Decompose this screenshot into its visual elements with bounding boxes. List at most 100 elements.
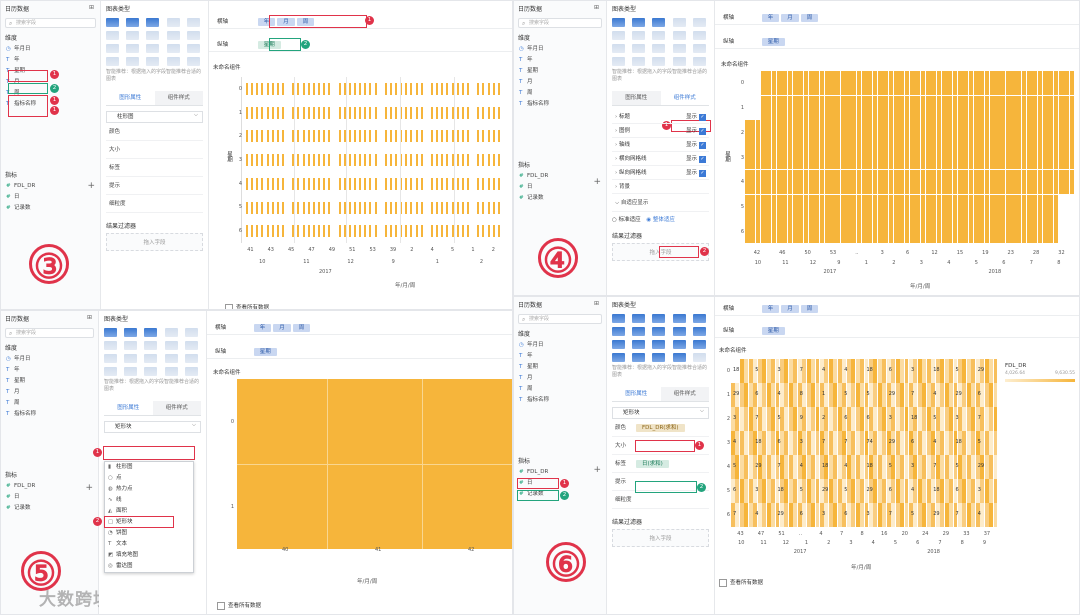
chart-type-icon[interactable] xyxy=(184,354,198,363)
chart-type-icon[interactable] xyxy=(672,31,686,40)
chart-type-icon[interactable] xyxy=(692,18,706,27)
whole-adaptive-radio[interactable]: ◉ 整体适应 xyxy=(646,217,675,223)
chart-type-icon[interactable] xyxy=(632,314,646,323)
chart-type-icon[interactable] xyxy=(126,44,140,53)
style-show-toggle[interactable]: 显示 ✓ xyxy=(686,124,706,138)
chart-type-icon[interactable] xyxy=(612,31,625,40)
chart-type-icon[interactable] xyxy=(672,314,686,323)
tab-graph-property[interactable]: 图形属性 xyxy=(612,387,661,401)
result-filter-drop[interactable]: 拖入字段 xyxy=(106,233,203,251)
standard-adaptive-radio[interactable]: ○ 标准适应 xyxy=(612,217,641,223)
chart-type-icon[interactable] xyxy=(612,353,625,362)
mark-type-option[interactable]: ◔ 饼图 xyxy=(105,528,193,539)
indicator-fdl-dr[interactable]: # FDL_DR xyxy=(518,467,602,478)
chart-type-icon[interactable] xyxy=(166,57,180,66)
field-ymd[interactable]: ◷ 年月日 xyxy=(5,44,96,55)
chart-type-icon[interactable] xyxy=(692,44,706,53)
field-weekday[interactable]: T 星期 xyxy=(518,66,602,77)
chart-type-icon[interactable] xyxy=(124,341,138,350)
chart-type-icon[interactable] xyxy=(184,341,198,350)
chart-type-icon[interactable] xyxy=(104,367,117,376)
prop-granularity[interactable]: 细粒度 xyxy=(106,195,203,213)
style-show-toggle[interactable]: 显示 ✓ xyxy=(686,166,706,180)
style-item[interactable]: › 图例 显示 ✓ xyxy=(612,124,709,138)
chart-type-icon[interactable] xyxy=(612,340,625,349)
add-indicator-icon[interactable]: + xyxy=(87,181,95,191)
chart-type-icon[interactable] xyxy=(652,31,666,40)
indicator-count[interactable]: # 记录数 xyxy=(518,489,602,500)
chart-type-icon[interactable] xyxy=(632,31,646,40)
axis-chip-weekday[interactable]: 星期 xyxy=(761,326,785,335)
axis-chip-month[interactable]: 月 xyxy=(781,304,799,313)
chart-type-icon[interactable] xyxy=(672,18,686,27)
field-indicator-name[interactable]: T 指标名称 xyxy=(5,99,96,110)
tab-component-style[interactable]: 组件样式 xyxy=(152,401,201,415)
indicator-count[interactable]: # 记录数 xyxy=(518,193,602,204)
field-ymd[interactable]: ◷ 年月日 xyxy=(518,44,602,55)
chart-type-icon[interactable] xyxy=(186,57,200,66)
tab-component-style[interactable]: 组件样式 xyxy=(660,387,709,401)
axis-chip-month[interactable]: 月 xyxy=(781,13,799,22)
chart-type-icon[interactable] xyxy=(612,44,625,53)
chart-type-icon[interactable] xyxy=(692,314,706,323)
axis-chip-year[interactable]: 年 xyxy=(761,13,780,22)
search-input[interactable]: 搜索字段 xyxy=(518,18,602,28)
field-weekday[interactable]: T 星期 xyxy=(518,362,602,373)
style-item[interactable]: › 纵向网格线 显示 ✓ xyxy=(612,166,709,180)
chart-type-icon[interactable] xyxy=(652,314,666,323)
chart-type-icon[interactable] xyxy=(186,18,200,27)
field-ymd[interactable]: ◷ 年月日 xyxy=(5,354,94,365)
view-all-data-checkbox[interactable]: 查看所有数据 xyxy=(225,303,269,309)
mark-type-option[interactable]: ∿ 线 xyxy=(105,495,193,506)
chart-type-icon[interactable] xyxy=(632,353,646,362)
field-weekday[interactable]: T 星期 xyxy=(5,376,94,387)
axis-chip-week[interactable]: 周 xyxy=(800,13,819,22)
edit-icon[interactable]: ⊞ xyxy=(87,314,93,321)
chart-type-icon[interactable] xyxy=(672,353,686,362)
indicator-day[interactable]: # 日 xyxy=(5,192,96,203)
chart-type-icon[interactable] xyxy=(124,367,138,376)
chart-type-icon[interactable] xyxy=(144,328,158,337)
prop-granularity[interactable]: 细粒度 xyxy=(612,491,709,509)
chart-type-icon[interactable] xyxy=(186,31,200,40)
style-item[interactable]: › 背景 xyxy=(612,180,709,194)
chart-type-icon[interactable] xyxy=(652,57,666,66)
search-input[interactable]: 搜索字段 xyxy=(5,18,96,28)
style-show-toggle[interactable]: 显示 ✓ xyxy=(686,138,706,152)
style-show-toggle[interactable]: 显示 ✓ xyxy=(686,152,706,166)
chart-type-icon[interactable] xyxy=(106,57,119,66)
style-item[interactable]: › 横向网格线 显示 ✓ xyxy=(612,152,709,166)
tab-graph-property[interactable]: 图形属性 xyxy=(106,91,155,105)
chart-type-icon[interactable] xyxy=(612,314,625,323)
chart-type-icon[interactable] xyxy=(126,18,140,27)
mark-type-option[interactable]: T 文本 xyxy=(105,539,193,550)
chart-type-icon[interactable] xyxy=(144,354,158,363)
chart-type-icon[interactable] xyxy=(692,31,706,40)
chart-type-icon[interactable] xyxy=(106,31,119,40)
view-all-data-checkbox[interactable]: 查看所有数据 xyxy=(217,601,261,610)
chart-type-icon[interactable] xyxy=(126,31,140,40)
field-indicator-name[interactable]: T 指标名称 xyxy=(518,99,602,110)
chart-type-icon[interactable] xyxy=(692,340,706,349)
field-weekday[interactable]: T 星期 xyxy=(5,66,96,77)
style-item[interactable]: › 标题 显示 ✓ xyxy=(612,110,709,124)
tab-component-style[interactable]: 组件样式 xyxy=(660,91,709,105)
adaptive-display-title[interactable]: ⌵ 自适应显示 xyxy=(612,194,709,212)
field-ymd[interactable]: ◷ 年月日 xyxy=(518,340,602,351)
indicator-day[interactable]: # 日 xyxy=(518,478,602,489)
chart-type-icon[interactable] xyxy=(184,367,198,376)
axis-chip-year[interactable]: 年 xyxy=(253,323,272,332)
mark-type-select[interactable]: 矩形块 xyxy=(104,420,201,433)
axis-chip-weekday[interactable]: 星期 xyxy=(761,37,785,46)
chart-type-icon[interactable] xyxy=(106,18,119,27)
chart-type-icon[interactable] xyxy=(164,328,178,337)
mark-type-option[interactable]: ▢ 矩形块 xyxy=(105,517,193,528)
mark-type-option[interactable]: ◎ 雷达图 xyxy=(105,561,193,572)
chart-type-icon[interactable] xyxy=(652,18,666,27)
mark-type-option[interactable]: ▮ 柱形图 xyxy=(105,462,193,473)
